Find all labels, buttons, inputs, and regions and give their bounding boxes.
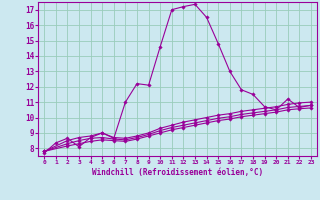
X-axis label: Windchill (Refroidissement éolien,°C): Windchill (Refroidissement éolien,°C) [92,168,263,177]
